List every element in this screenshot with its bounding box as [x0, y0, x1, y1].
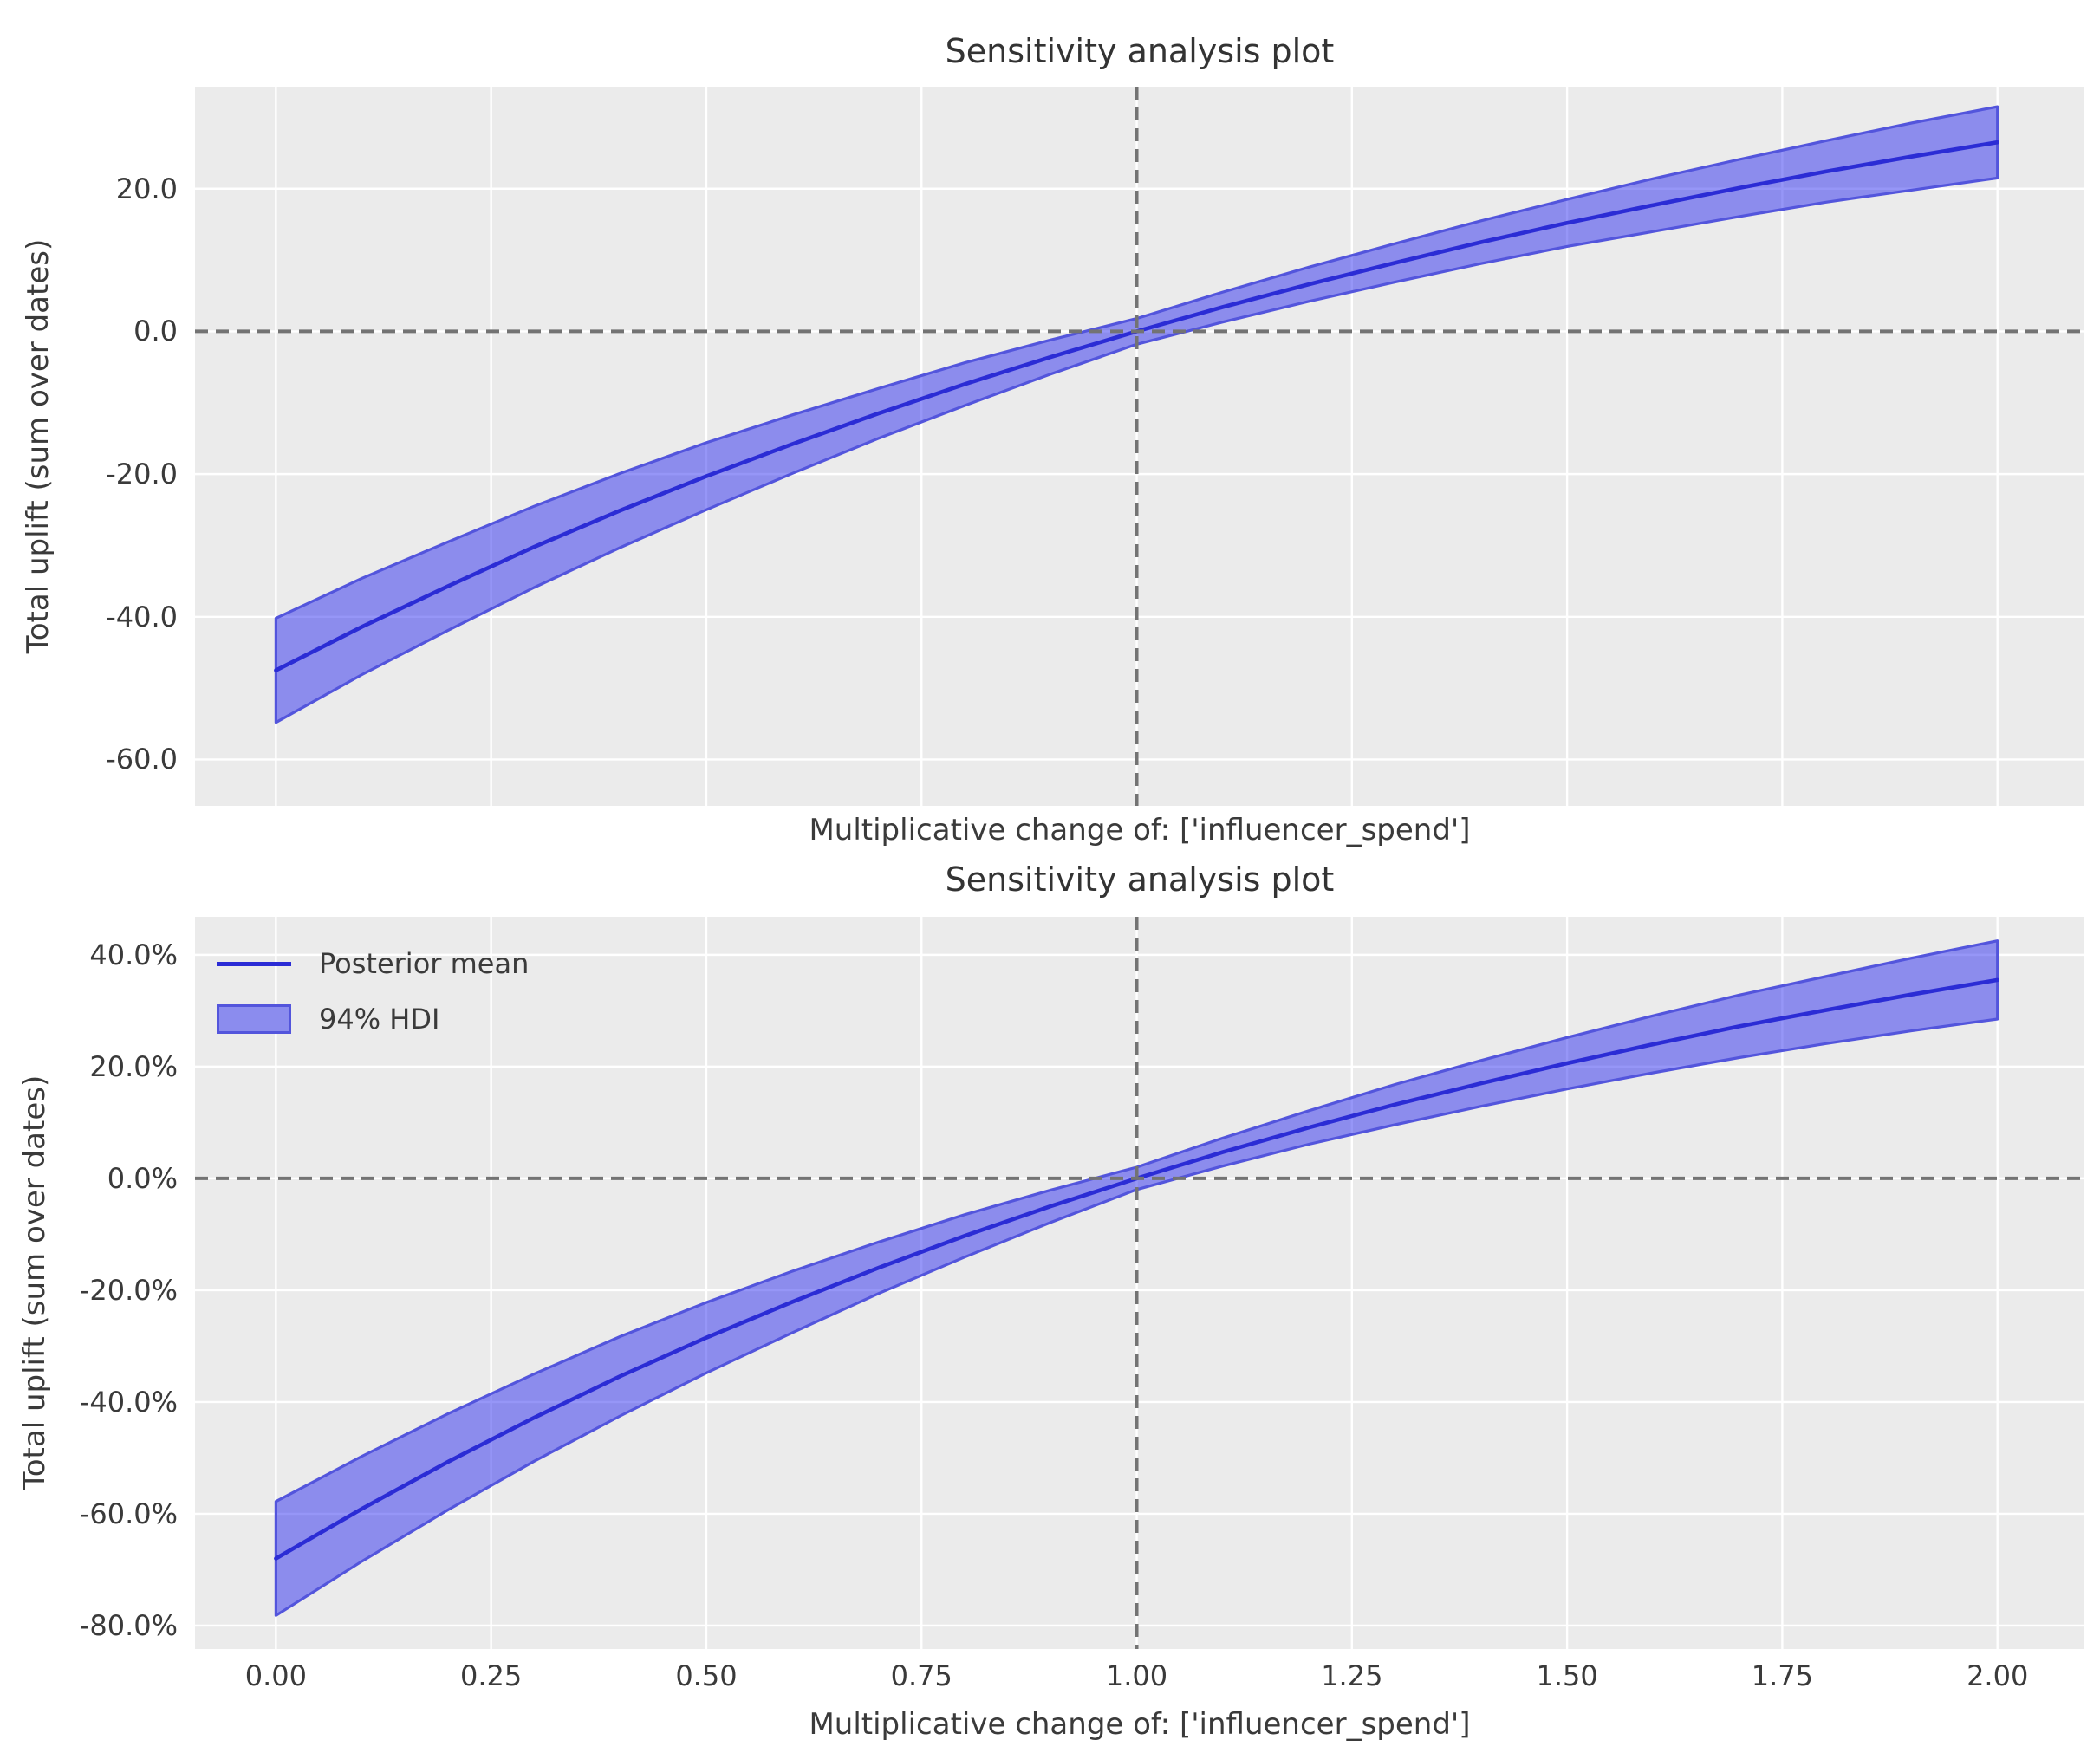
x-tick-label: 0.25	[460, 1659, 523, 1692]
bottom-plot-xlabel: Multiplicative change of: ['influencer_s…	[809, 1707, 1471, 1742]
top-plot-xlabel: Multiplicative change of: ['influencer_s…	[809, 813, 1471, 847]
hdi-patch-swatch	[217, 1004, 291, 1034]
legend-label-hdi: 94% HDI	[319, 1003, 440, 1036]
y-tick-label: -20.0%	[79, 1273, 178, 1307]
y-tick-label: 20.0%	[89, 1049, 178, 1083]
x-tick-label: 0.50	[675, 1659, 738, 1692]
x-tick-label: 1.00	[1105, 1659, 1168, 1692]
x-tick-label: 2.00	[1967, 1659, 2029, 1692]
bottom-plot-area	[195, 917, 2084, 1649]
line-swatch-icon	[217, 961, 291, 966]
x-tick-label: 1.75	[1751, 1659, 1814, 1692]
y-tick-label: 20.0	[115, 172, 178, 205]
y-tick-label: -60.0%	[79, 1497, 178, 1530]
legend-label-posterior-mean: Posterior mean	[319, 947, 530, 980]
y-tick-label: 40.0%	[89, 938, 178, 971]
bottom-plot-svg	[195, 917, 2084, 1649]
y-tick-label: -40.0%	[79, 1385, 178, 1419]
legend-row-posterior-mean: Posterior mean	[217, 936, 529, 991]
y-tick-label: -20.0	[106, 458, 178, 491]
posterior-mean-line-swatch	[217, 961, 291, 966]
y-tick-label: 0.0%	[107, 1161, 178, 1195]
x-tick-label: 0.75	[890, 1659, 952, 1692]
top-plot-svg	[195, 87, 2084, 806]
top-plot-ylabel: Total uplift (sum over dates)	[21, 238, 55, 654]
hdi-band	[274, 105, 1999, 724]
legend-row-hdi: 94% HDI	[217, 991, 529, 1047]
y-tick-label: -80.0%	[79, 1608, 178, 1642]
y-tick-label: -60.0	[106, 743, 178, 776]
x-tick-label: 1.25	[1321, 1659, 1383, 1692]
y-tick-label: -40.0	[106, 600, 178, 633]
x-tick-label: 1.50	[1536, 1659, 1598, 1692]
y-tick-label: 0.0	[133, 315, 178, 348]
top-plot-area	[195, 87, 2084, 806]
x-tick-label: 0.00	[244, 1659, 307, 1692]
top-plot-title: Sensitivity analysis plot	[945, 32, 1335, 70]
legend: Posterior mean 94% HDI	[217, 936, 529, 1047]
bottom-plot-title: Sensitivity analysis plot	[945, 860, 1335, 899]
patch-swatch-icon	[217, 1004, 291, 1034]
